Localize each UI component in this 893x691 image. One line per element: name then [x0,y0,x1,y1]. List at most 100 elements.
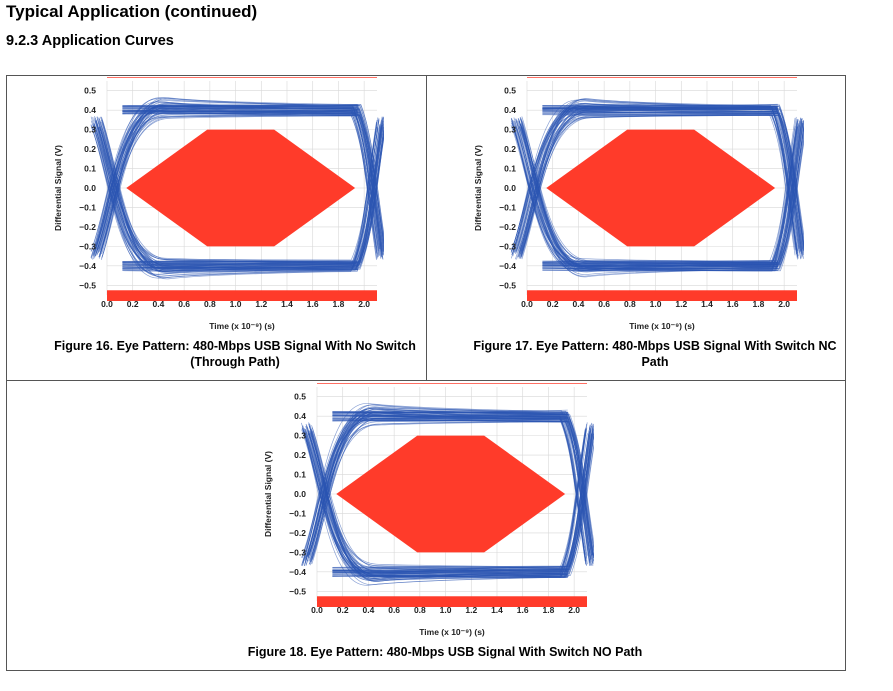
eye-trace-high [122,109,358,112]
eye-trace-low [122,267,358,270]
y-tick-label: 0.4 [504,105,516,115]
eye-trace-high [542,109,778,113]
eye-trace-high [122,105,358,108]
eye-mask-hexagon [126,129,356,247]
x-tick-label: 1.6 [727,299,739,309]
x-tick-label: 1.4 [701,299,713,309]
y-tick-label: −0.4 [499,261,516,271]
y-tick-label: 0.3 [84,125,96,135]
eye-trace-low [542,259,778,263]
x-axis-title: Time (x 10⁻⁹) (s) [629,321,695,331]
x-tick-label: 1.2 [255,299,267,309]
eye-trace-rising [307,421,594,556]
eye-trace-low [542,260,778,264]
eye-trace-falling [94,125,382,264]
x-tick-label: 0.4 [153,299,165,309]
y-tick-label: 0.4 [294,411,306,421]
eye-traces [510,98,804,278]
x-tick-label: 1.4 [281,299,293,309]
x-tick-label: 0.2 [337,605,349,615]
x-tick-label: 0.0 [101,299,113,309]
eye-trace-high [332,415,568,419]
eye-mask-hexagon [336,435,566,553]
eye-trace-low [542,267,778,270]
y-tick-label: 0.2 [84,144,96,154]
y-tick-label: −0.5 [289,586,306,596]
y-tick-label: −0.3 [499,241,516,251]
y-tick-label: 0.5 [294,392,306,402]
figure-18-caption: Figure 18. Eye Pattern: 480-Mbps USB Sig… [247,645,643,659]
eye-trace-high [542,114,778,116]
eye-trace-low [332,569,568,572]
eye-traces [300,403,594,586]
eye-trace-high [332,411,568,415]
x-tick-label: 0.2 [127,299,139,309]
eye-trace-falling [92,124,384,275]
eye-trace-high [542,105,778,108]
eye-trace-low [542,268,778,272]
eye-trace-high [542,112,778,115]
eye-trace-low [332,575,568,578]
x-tick-label: 1.6 [517,605,529,615]
y-axis-title: Differential Signal (V) [53,145,63,231]
y-tick-label: 0.5 [504,86,516,96]
x-tick-label: 0.0 [311,605,323,615]
x-tick-label: 1.8 [333,299,345,309]
eye-trace-low [122,268,358,273]
eye-trace-low [332,571,568,575]
eye-mask-top-bar [107,77,377,78]
x-tick-label: 0.4 [573,299,585,309]
y-tick-label: −0.3 [289,547,306,557]
x-axis-title: Time (x 10⁻⁹) (s) [419,627,485,637]
eye-trace-low [122,266,358,269]
eye-trace-rising [92,98,384,260]
x-tick-label: 0.8 [624,299,636,309]
x-tick-label: 1.8 [543,605,555,615]
eye-trace-high [332,414,568,418]
eye-trace-falling [101,120,378,273]
figure-16-caption: Figure 16. Eye Pattern: 480-Mbps USB Sig… [54,339,416,369]
y-tick-label: 0.0 [84,183,96,193]
figure-17-caption: Figure 17. Eye Pattern: 480-Mbps USB Sig… [473,339,837,369]
eye-trace-high [542,110,778,113]
eye-trace-high [542,107,778,110]
y-tick-label: −0.4 [79,261,96,271]
eye-mask-bottom-bar [527,290,797,301]
y-tick-label: 0.2 [504,144,516,154]
eye-trace-falling [100,116,384,272]
eye-diagram-figure-17: 0.5 0.4 0.3 0.2 0.1 0.0 −0.1 −0.2 −0.3 −0.4 −0.5 0.… [473,77,804,331]
y-tick-label: 0.3 [294,431,306,441]
x-tick-label: 0.6 [178,299,190,309]
x-tick-label: 1.0 [230,299,242,309]
x-axis-title: Time (x 10⁻⁹) (s) [209,321,275,331]
eye-trace-rising [302,416,590,563]
eye-trace-low [542,266,778,268]
y-tick-label: 0.0 [504,183,516,193]
eye-trace-low [542,262,778,265]
x-tick-label: 2.0 [568,605,580,615]
y-axis-title: Differential Signal (V) [263,451,273,537]
y-tick-label: 0.3 [504,125,516,135]
y-tick-label: −0.2 [499,222,516,232]
eye-trace-high [122,108,358,111]
eye-trace-high [122,105,358,108]
eye-mask-top-bar [317,383,587,384]
x-tick-label: 0.6 [388,605,400,615]
eye-diagram-figure-16: 0.5 0.4 0.3 0.2 0.1 0.0 −0.1 −0.2 −0.3 −0.4 −0.5 0.… [53,77,384,331]
eye-trace-high [332,417,568,420]
page-heading: Typical Application (continued) [6,2,258,21]
y-tick-label: −0.2 [79,222,96,232]
eye-trace-high [122,111,358,115]
eye-trace-low [332,567,568,569]
eye-trace-low [332,566,568,569]
eye-trace-low [332,571,568,574]
eye-trace-high [542,112,778,116]
eye-trace-high [122,112,358,116]
y-axis-title: Differential Signal (V) [473,145,483,231]
y-tick-label: −0.5 [79,280,96,290]
x-tick-label: 0.0 [521,299,533,309]
eye-trace-low [332,565,568,570]
eye-trace-low [122,268,358,271]
x-tick-label: 0.8 [414,605,426,615]
y-tick-label: 0.1 [504,164,516,174]
